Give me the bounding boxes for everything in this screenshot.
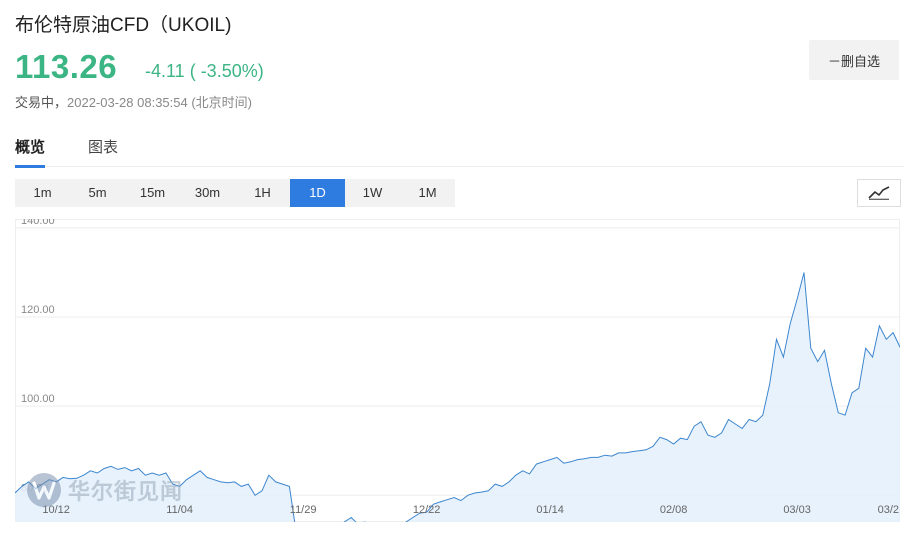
tab-chart[interactable]: 图表 [88, 139, 119, 156]
period-1mo[interactable]: 1M [418, 185, 437, 200]
x-tick-label: 03/2 [878, 504, 899, 516]
x-tick-label: 12/22 [413, 504, 441, 516]
status-label: 交易中， [15, 95, 68, 110]
current-price: 113.26 [15, 48, 118, 85]
period-15m[interactable]: 15m [139, 185, 166, 200]
period-30m[interactable]: 30m [194, 185, 221, 200]
period-1d[interactable]: 1D [290, 179, 345, 207]
trading-status: 交易中，2022-03-28 08:35:54 (北京时间) [15, 92, 252, 111]
x-tick-label: 11/29 [290, 504, 317, 516]
price-line [15, 272, 900, 522]
y-tick-label: 120.00 [21, 304, 55, 316]
wallstreetcn-logo-icon [27, 473, 61, 507]
period-1w[interactable]: 1W [362, 185, 383, 200]
price-change: -4.11 ( -3.50%) [145, 61, 264, 81]
tab-bar: 概览 图表 [15, 134, 904, 168]
price-chart-svg: 80.00100.00120.00140.0010/1211/0411/2912… [15, 219, 900, 522]
status-timestamp: 2022-03-28 08:35:54 (北京时间) [67, 95, 252, 110]
x-tick-label: 03/03 [783, 504, 811, 516]
x-tick-label: 11/04 [166, 504, 193, 516]
remove-watchlist-button[interactable]: －删自选 [809, 40, 899, 80]
y-tick-label: 100.00 [21, 393, 55, 405]
line-chart-icon [868, 186, 890, 200]
period-1h[interactable]: 1H [254, 185, 271, 200]
instrument-title: 布伦特原油CFD（UKOIL) [15, 15, 232, 36]
price-chart[interactable]: 80.00100.00120.00140.0010/1211/0411/2912… [15, 219, 900, 522]
price-area [15, 272, 900, 522]
x-tick-label: 01/14 [536, 504, 564, 516]
period-5m[interactable]: 5m [88, 185, 107, 200]
chart-type-toggle[interactable] [857, 179, 901, 207]
y-tick-label: 140.00 [21, 219, 55, 227]
period-selector: 1m 5m 15m 30m 1H 1D 1W 1M [15, 179, 455, 207]
period-1m[interactable]: 1m [33, 185, 52, 200]
x-tick-label: 02/08 [660, 504, 688, 516]
watermark: 华尔街见闻 [26, 472, 183, 508]
x-tick-label: 10/12 [42, 504, 70, 516]
watermark-text: 华尔街见闻 [68, 479, 184, 505]
tab-overview[interactable]: 概览 [15, 136, 46, 168]
